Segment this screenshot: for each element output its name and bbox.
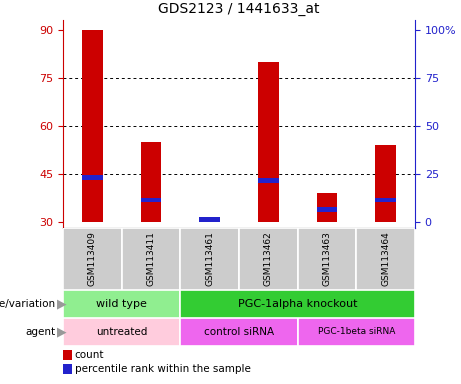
Bar (258, 179, 278, 183)
Text: ▶: ▶ (57, 326, 67, 339)
Bar (317, 193, 337, 222)
Bar (63, 290, 180, 318)
Text: wild type: wild type (96, 299, 147, 309)
Bar (180, 290, 415, 318)
Bar (63, 318, 180, 346)
Bar (122, 228, 180, 290)
Bar (298, 318, 415, 346)
Bar (200, 220, 220, 222)
Bar (180, 228, 239, 290)
Bar (82, 30, 103, 222)
Text: percentile rank within the sample: percentile rank within the sample (75, 364, 250, 374)
Title: GDS2123 / 1441633_at: GDS2123 / 1441633_at (158, 2, 320, 16)
Bar (180, 318, 298, 346)
Bar (141, 142, 161, 222)
Text: ▶: ▶ (57, 298, 67, 311)
Bar (375, 145, 396, 222)
Text: GSM113463: GSM113463 (323, 232, 331, 286)
Bar (63, 228, 122, 290)
Text: untreated: untreated (96, 327, 148, 337)
Bar (141, 198, 161, 202)
Text: control siRNA: control siRNA (204, 327, 274, 337)
Text: PGC-1beta siRNA: PGC-1beta siRNA (318, 328, 395, 336)
Text: GSM113411: GSM113411 (147, 232, 155, 286)
Text: GSM113461: GSM113461 (205, 232, 214, 286)
Text: agent: agent (25, 327, 55, 337)
Text: genotype/variation: genotype/variation (0, 299, 55, 309)
Bar (298, 228, 356, 290)
Bar (375, 198, 396, 202)
Text: PGC-1alpha knockout: PGC-1alpha knockout (238, 299, 357, 309)
Text: count: count (75, 350, 104, 361)
Bar (82, 175, 103, 180)
Bar (239, 228, 298, 290)
Bar (317, 207, 337, 212)
Bar (356, 228, 415, 290)
Text: GSM113409: GSM113409 (88, 232, 97, 286)
Bar (200, 217, 220, 222)
Text: GSM113464: GSM113464 (381, 232, 390, 286)
Bar (258, 61, 278, 222)
Text: GSM113462: GSM113462 (264, 232, 273, 286)
